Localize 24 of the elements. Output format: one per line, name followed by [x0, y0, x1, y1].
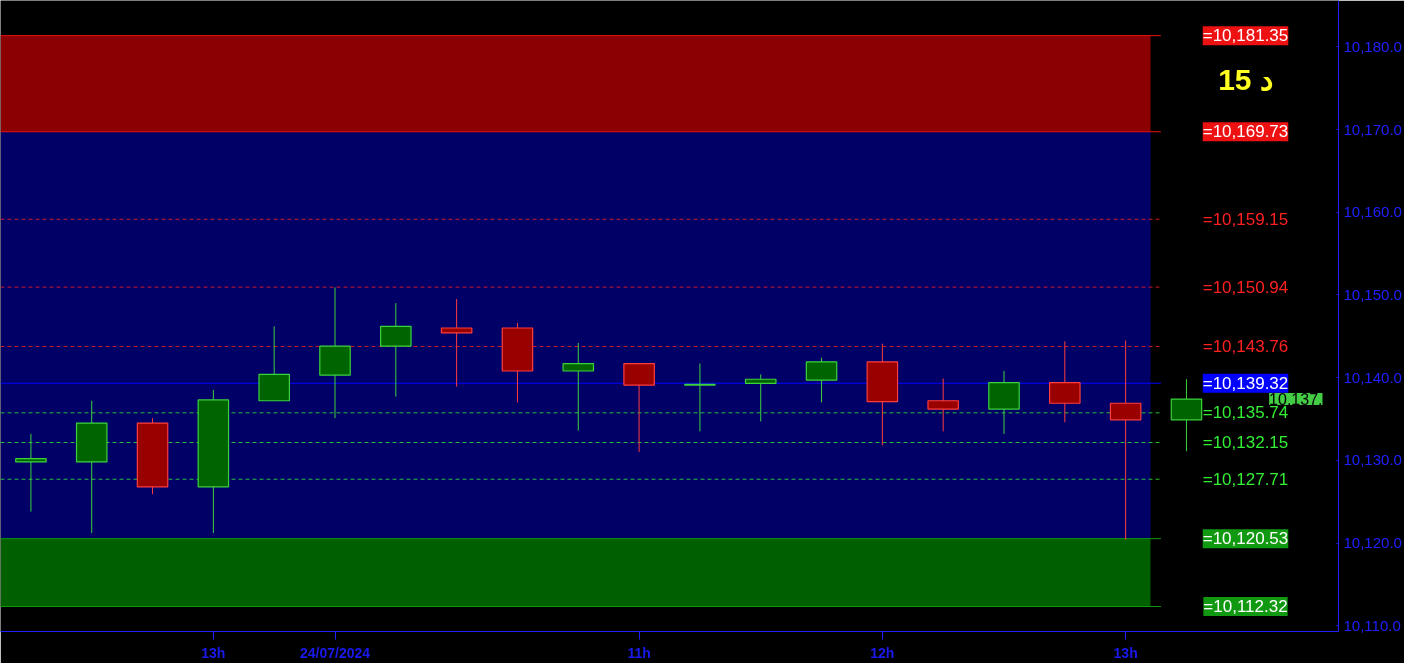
- x-tick-label: 24/07/2024: [299, 644, 371, 661]
- y-tick-label: 10,120.0: [1343, 534, 1402, 552]
- ref-line-label: =10,127.71: [1202, 469, 1289, 489]
- ref-line-label: =10,120.53: [1202, 529, 1289, 549]
- ref-line-label: =10,159.15: [1202, 209, 1289, 229]
- ref-line-label: =10,139.32: [1202, 373, 1289, 393]
- y-tick-label: 10,140.0: [1343, 368, 1402, 386]
- y-tick-label: 10,110.0: [1343, 616, 1401, 634]
- y-tick-label: 10,170.0: [1343, 120, 1402, 138]
- x-tick-label: 13h: [201, 644, 226, 661]
- y-tick-label: 10,130.0: [1343, 451, 1402, 469]
- ref-line-label: =10,169.73: [1202, 122, 1289, 142]
- x-tick-label: 11h: [627, 644, 651, 661]
- y-tick-label: 10,160.0: [1343, 203, 1402, 221]
- ref-line-label: =10,112.32: [1203, 597, 1288, 617]
- ref-line-label: =10,181.35: [1202, 26, 1289, 46]
- x-tick-label: 12h: [870, 644, 895, 661]
- y-tick-label: 10,150.0: [1343, 285, 1402, 303]
- annotation: 15 د: [1218, 62, 1273, 96]
- y-tick-label: 10,180.0: [1343, 37, 1402, 55]
- x-tick-label: 13h: [1113, 644, 1138, 661]
- ref-line-label: =10,143.76: [1202, 337, 1289, 357]
- ref-line-label: =10,150.94: [1202, 277, 1289, 297]
- ref-line-label: =10,132.15: [1202, 433, 1289, 453]
